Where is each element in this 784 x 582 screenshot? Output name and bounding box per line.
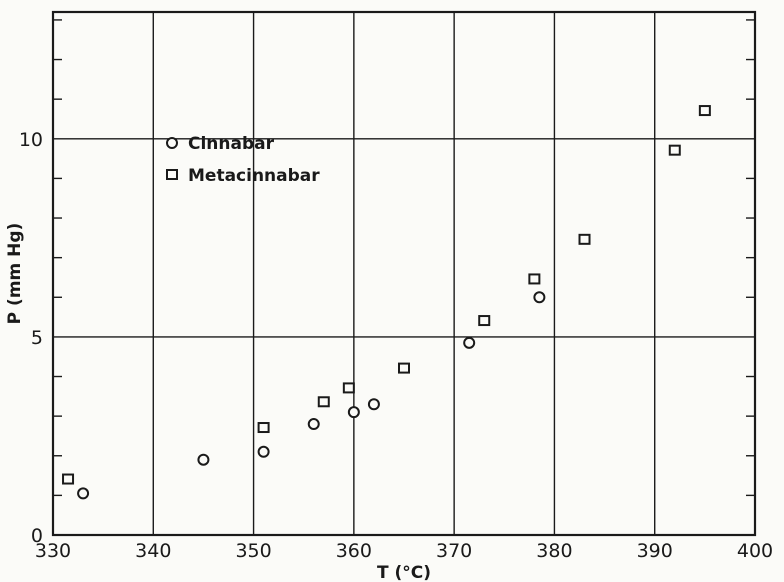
y-tick-label: 0 xyxy=(31,525,43,547)
legend-label: Metacinnabar xyxy=(188,166,320,186)
metacinnabar-point xyxy=(698,105,711,117)
cinnabar-point xyxy=(533,291,546,304)
metacinnabar-point xyxy=(317,396,330,408)
axis-ticks xyxy=(53,19,755,497)
metacinnabar-point xyxy=(257,422,270,434)
x-tick-labels: 330 340 350 360 370 380 390 400 xyxy=(35,540,773,562)
metacinnabar-point xyxy=(478,315,491,327)
y-axis-label: P (mm Hg) xyxy=(5,223,25,325)
legend-circle-icon xyxy=(166,137,178,149)
x-tick-label: 400 xyxy=(737,540,773,562)
plot-frame xyxy=(51,10,757,537)
metacinnabar-point xyxy=(528,273,541,285)
x-tick-label: 330 xyxy=(35,540,71,562)
metacinnabar-point xyxy=(578,233,591,245)
metacinnabar-point xyxy=(668,144,681,156)
x-tick-label: 390 xyxy=(637,540,673,562)
cinnabar-point xyxy=(257,445,270,458)
legend: Cinnabar Metacinnabar xyxy=(166,134,320,186)
legend-square-icon xyxy=(166,169,178,180)
x-tick-label: 360 xyxy=(336,540,372,562)
cinnabar-point xyxy=(367,398,380,411)
x-tick-label: 350 xyxy=(235,540,271,562)
legend-label: Cinnabar xyxy=(188,134,275,154)
grid xyxy=(52,12,756,536)
x-tick-label: 370 xyxy=(436,540,472,562)
cinnabar-point xyxy=(463,336,476,349)
cinnabar-point xyxy=(347,406,360,419)
x-tick-label: 340 xyxy=(135,540,171,562)
y-tick-label: 10 xyxy=(19,129,43,151)
x-axis-label: T (°C) xyxy=(377,563,431,582)
metacinnabar-point xyxy=(62,473,75,485)
y-tick-labels: 0 5 10 xyxy=(19,129,43,547)
metacinnabar-point xyxy=(398,362,410,374)
y-tick-label: 5 xyxy=(31,327,43,349)
metacinnabar-point xyxy=(342,382,355,394)
data-points xyxy=(62,105,711,500)
cinnabar-point xyxy=(197,453,210,466)
cinnabar-point xyxy=(77,487,90,500)
x-tick-label: 380 xyxy=(536,540,572,562)
cinnabar-point xyxy=(307,418,320,431)
